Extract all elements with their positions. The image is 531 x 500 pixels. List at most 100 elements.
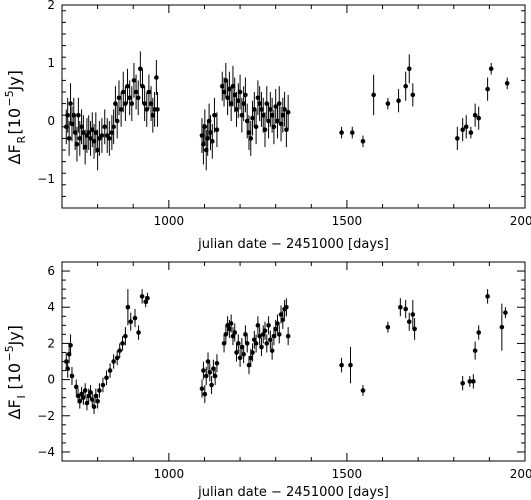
data-point — [223, 63, 229, 98]
data-marker — [95, 147, 100, 153]
data-point — [142, 86, 147, 121]
data-point — [202, 109, 208, 145]
data-point — [250, 100, 255, 136]
data-marker — [260, 112, 266, 118]
y-tick-label: 0 — [47, 114, 55, 128]
data-marker — [91, 404, 97, 410]
data-point — [276, 325, 282, 344]
data-point — [410, 83, 416, 107]
y-axis-label-unit-end: Jy] — [5, 70, 24, 91]
data-marker — [339, 362, 344, 368]
y-tick-label: 0 — [47, 373, 55, 387]
data-point — [253, 334, 259, 353]
data-marker — [278, 312, 284, 317]
data-marker — [65, 366, 70, 372]
data-marker — [111, 359, 116, 364]
data-marker — [269, 112, 275, 118]
data-marker — [385, 101, 391, 106]
data-point — [241, 86, 246, 121]
data-point — [235, 334, 241, 353]
data-marker — [104, 375, 109, 381]
data-point — [136, 325, 141, 340]
data-point — [123, 86, 128, 121]
data-marker — [120, 89, 126, 95]
data-point — [371, 74, 376, 116]
data-marker — [264, 341, 270, 346]
data-point — [410, 299, 416, 329]
data-marker — [257, 101, 262, 106]
data-marker — [385, 324, 391, 330]
data-marker — [471, 379, 476, 384]
data-marker — [406, 319, 412, 325]
data-point — [219, 71, 225, 101]
y-axis-label-subscript: R — [15, 136, 28, 144]
data-marker — [125, 83, 130, 89]
data-marker — [225, 95, 230, 101]
data-point — [403, 299, 408, 319]
data-point — [140, 68, 145, 104]
data-point — [127, 80, 132, 116]
data-marker — [111, 124, 116, 130]
x-tick-label: 1000 — [154, 467, 185, 481]
data-marker — [77, 399, 83, 404]
data-marker — [114, 118, 120, 124]
data-point — [280, 310, 286, 329]
data-point — [246, 115, 252, 150]
data-point — [472, 341, 478, 360]
data-point — [235, 83, 241, 119]
data-marker — [140, 83, 145, 89]
data-point — [284, 298, 289, 317]
data-point — [73, 379, 79, 395]
data-marker — [79, 124, 84, 130]
data-marker — [84, 400, 90, 406]
data-marker — [88, 136, 93, 141]
data-marker — [234, 350, 239, 355]
data-marker — [208, 130, 213, 135]
data-point — [221, 77, 227, 107]
data-point — [69, 366, 75, 386]
x-axis-label: julian date − 2451000 [days] — [197, 485, 389, 500]
data-marker — [117, 348, 122, 353]
data-point — [77, 394, 83, 409]
data-marker — [212, 112, 217, 118]
data-marker — [499, 324, 505, 330]
data-point — [88, 385, 93, 400]
data-marker — [88, 389, 93, 395]
data-point — [135, 80, 141, 116]
data-point — [81, 390, 86, 405]
data-point — [89, 392, 95, 407]
data-point — [398, 298, 403, 317]
data-point — [202, 385, 208, 404]
data-marker — [109, 130, 115, 135]
data-marker — [282, 107, 287, 112]
data-marker — [266, 323, 271, 328]
data-marker — [260, 332, 266, 337]
data-point — [280, 97, 286, 133]
data-marker — [74, 141, 80, 147]
data-point — [65, 97, 70, 133]
data-point — [208, 115, 213, 150]
data-marker — [69, 121, 75, 127]
data-marker — [243, 92, 248, 98]
data-point — [117, 343, 122, 358]
data-point — [86, 115, 92, 150]
data-point — [201, 361, 206, 380]
data-marker — [75, 393, 81, 399]
data-point — [199, 379, 205, 398]
data-marker — [396, 98, 401, 103]
data-point — [207, 363, 213, 382]
y-tick-label: −1 — [37, 172, 55, 186]
data-point — [255, 316, 261, 335]
data-marker — [235, 98, 241, 103]
data-point — [257, 327, 262, 346]
data-marker — [150, 112, 156, 118]
data-point — [128, 312, 134, 331]
data-marker — [284, 127, 289, 132]
panel-r-band: ΔF R [10 −5 Jy] julian date − 2451000 [d… — [3, 0, 531, 252]
data-point — [228, 314, 234, 333]
data-marker — [155, 107, 160, 112]
data-point — [95, 394, 100, 409]
data-point — [65, 359, 70, 378]
data-point — [114, 350, 120, 366]
data-point — [264, 86, 270, 121]
